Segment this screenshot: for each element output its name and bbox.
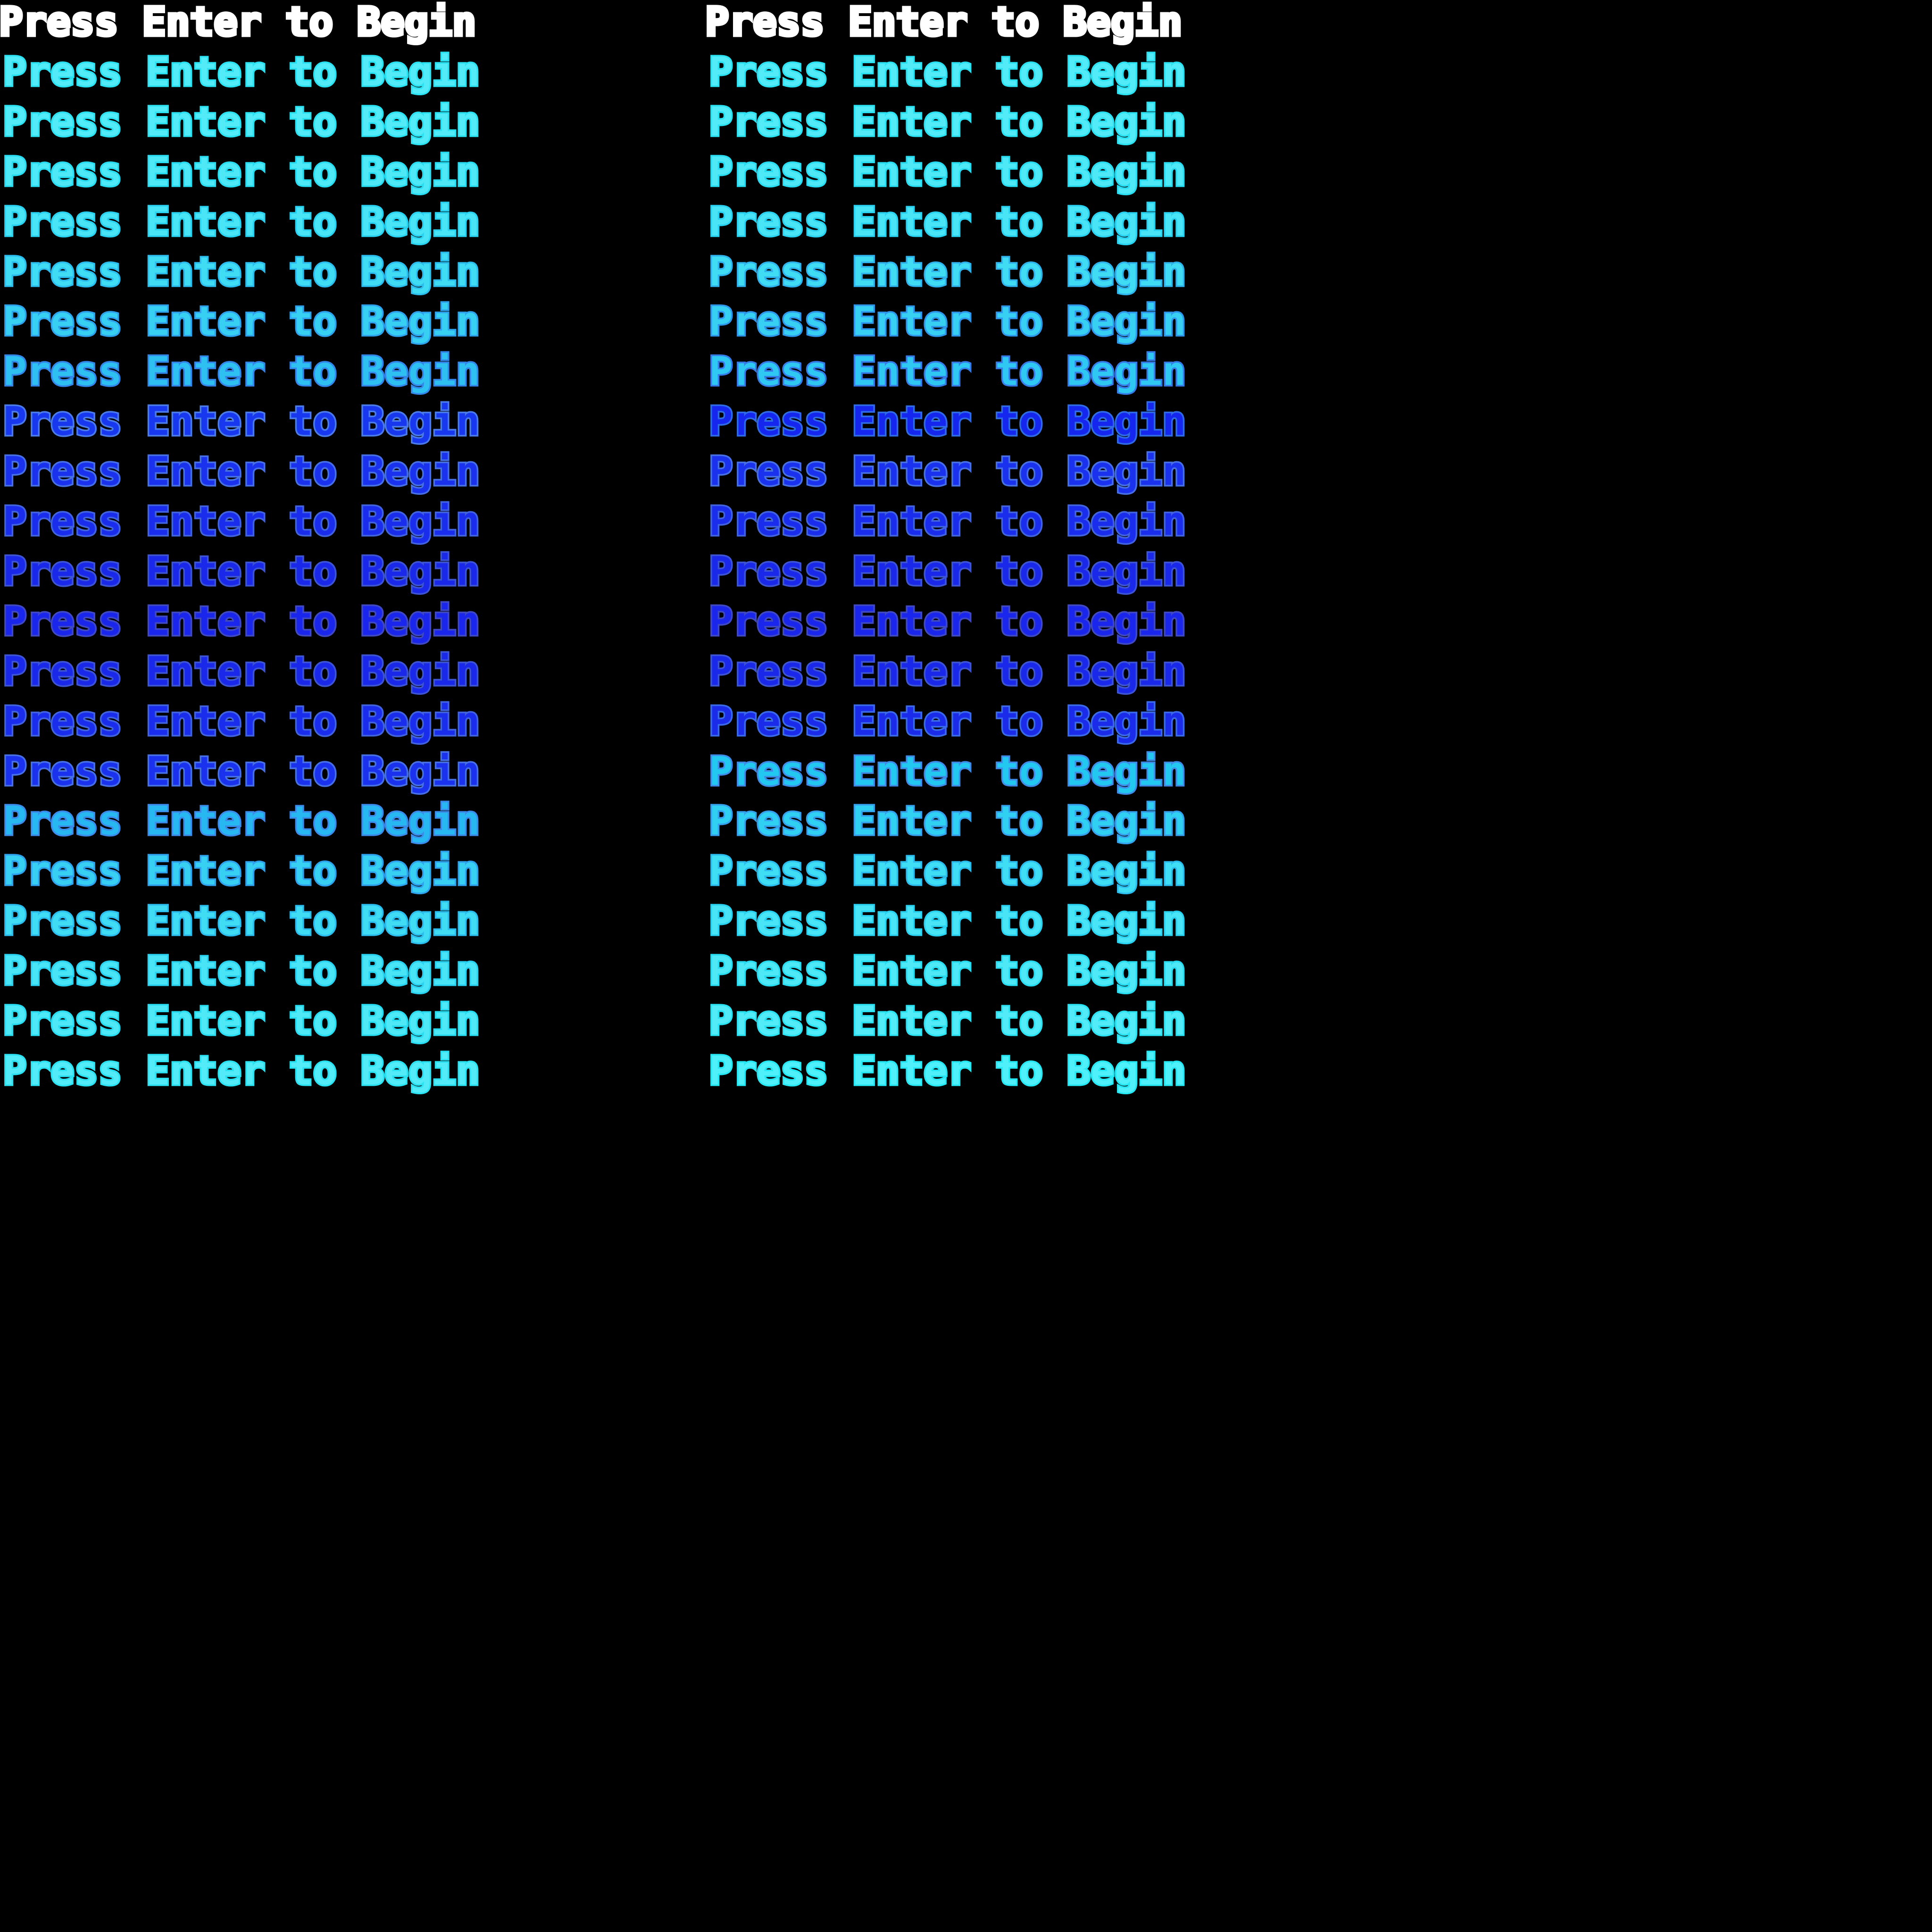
press-enter-text: Press Enter to Begin: [707, 598, 1187, 644]
press-enter-text: Press Enter to Begin: [1, 798, 481, 844]
press-enter-text: Press Enter to Begin: [1, 198, 481, 245]
press-enter-text: Press Enter to Begin: [707, 998, 1187, 1044]
press-enter-text: Press Enter to Begin: [703, 0, 1183, 45]
press-enter-text: Press Enter to Begin: [1, 998, 481, 1044]
press-enter-text: Press Enter to Begin: [1, 848, 481, 894]
press-enter-text: Press Enter to Begin: [707, 248, 1187, 295]
press-enter-text: Press Enter to Begin: [1, 48, 481, 95]
press-enter-text: Press Enter to Begin: [0, 0, 478, 45]
press-enter-text: Press Enter to Begin: [1, 498, 481, 544]
press-enter-text: Press Enter to Begin: [707, 448, 1187, 495]
press-enter-text: Press Enter to Begin: [1, 448, 481, 495]
press-enter-text: Press Enter to Begin: [1, 648, 481, 694]
press-enter-text: Press Enter to Begin: [707, 48, 1187, 95]
press-enter-text: Press Enter to Begin: [707, 798, 1187, 844]
press-enter-text: Press Enter to Begin: [707, 198, 1187, 245]
press-enter-text: Press Enter to Begin: [707, 898, 1187, 944]
press-enter-text: Press Enter to Begin: [707, 298, 1187, 345]
press-enter-text: Press Enter to Begin: [1, 398, 481, 445]
press-enter-text: Press Enter to Begin: [707, 148, 1187, 195]
press-enter-text: Press Enter to Begin: [1, 348, 481, 395]
press-enter-text: Press Enter to Begin: [1, 698, 481, 744]
press-enter-text: Press Enter to Begin: [1, 948, 481, 994]
press-enter-text: Press Enter to Begin: [1, 248, 481, 295]
press-enter-text: Press Enter to Begin: [707, 348, 1187, 395]
press-enter-text: Press Enter to Begin: [707, 648, 1187, 694]
press-enter-text: Press Enter to Begin: [707, 748, 1187, 794]
press-enter-text: Press Enter to Begin: [1, 548, 481, 594]
press-enter-text: Press Enter to Begin: [707, 98, 1187, 145]
press-enter-text: Press Enter to Begin: [1, 748, 481, 794]
press-enter-text: Press Enter to Begin: [1, 148, 481, 195]
press-enter-text: Press Enter to Begin: [707, 548, 1187, 594]
press-enter-text: Press Enter to Begin: [707, 498, 1187, 544]
press-enter-text: Press Enter to Begin: [707, 1047, 1187, 1094]
press-enter-text: Press Enter to Begin: [1, 898, 481, 944]
press-enter-text: Press Enter to Begin: [707, 848, 1187, 894]
press-enter-text: Press Enter to Begin: [707, 948, 1187, 994]
press-enter-text: Press Enter to Begin: [1, 598, 481, 644]
press-enter-text: Press Enter to Begin: [1, 298, 481, 345]
press-enter-text: Press Enter to Begin: [1, 98, 481, 145]
press-enter-text: Press Enter to Begin: [1, 1047, 481, 1094]
press-enter-text: Press Enter to Begin: [707, 698, 1187, 744]
press-enter-text: Press Enter to Begin: [707, 398, 1187, 445]
